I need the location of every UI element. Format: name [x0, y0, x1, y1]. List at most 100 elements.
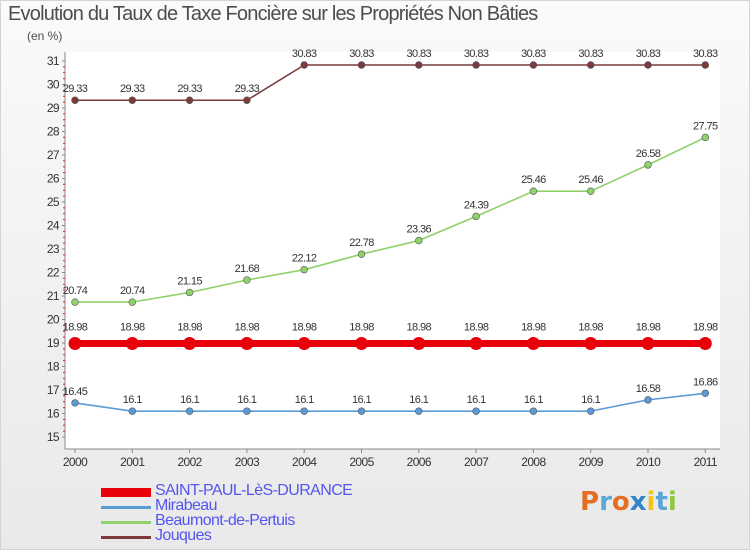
data-point: [529, 187, 538, 195]
data-label: 18.98: [349, 321, 374, 333]
data-point: [698, 336, 712, 350]
series-line: [75, 136, 706, 303]
x-tick-label: 2009: [579, 455, 604, 469]
data-point: [701, 133, 709, 142]
data-label: 18.98: [292, 321, 317, 333]
data-point: [128, 407, 137, 415]
data-label: 18.98: [636, 321, 661, 333]
data-point: [641, 336, 655, 350]
data-point: [529, 61, 538, 69]
data-point: [701, 389, 709, 397]
data-label: 16.1: [524, 394, 543, 406]
data-point: [185, 288, 194, 297]
x-tick-label: 2004: [292, 455, 317, 469]
legend-swatch: [101, 506, 151, 509]
data-label: 21.68: [235, 263, 260, 275]
data-point: [240, 336, 254, 350]
y-tick-label: 20: [47, 313, 60, 327]
data-label: 16.1: [581, 394, 600, 406]
legend-item-mirabeau: Mirabeau: [101, 497, 421, 514]
x-tick-label: 2007: [464, 455, 489, 469]
data-point: [300, 407, 308, 415]
y-tick-label: 31: [47, 54, 60, 68]
y-tick-label: 27: [47, 148, 60, 162]
data-label: 25.46: [521, 174, 546, 186]
logo-letter: t: [655, 487, 668, 517]
data-point: [357, 407, 366, 415]
x-tick-label: 2006: [407, 455, 432, 469]
y-tick-label: 16: [47, 407, 60, 421]
data-label: 16.1: [180, 394, 199, 406]
chart-subtitle: (en %): [27, 29, 63, 43]
data-label: 30.83: [636, 48, 661, 60]
data-point: [68, 336, 82, 350]
data-point: [472, 407, 480, 415]
data-point: [644, 396, 652, 404]
data-label: 24.39: [464, 199, 489, 211]
data-label: 18.98: [63, 321, 88, 333]
data-point: [125, 336, 139, 350]
legend-label: Jouques: [155, 527, 212, 544]
data-point: [584, 336, 598, 350]
logo-letter: o: [611, 487, 630, 517]
data-label: 29.33: [63, 83, 88, 95]
legend-item-saint-paul: SAINT-PAUL-LèS-DURANCE: [101, 483, 421, 499]
data-label: 18.98: [693, 321, 718, 333]
y-tick-label: 29: [47, 101, 60, 115]
legend-label: Beaumont-de-Pertuis: [155, 512, 295, 529]
data-point: [297, 336, 311, 350]
data-point: [300, 61, 308, 69]
y-tick-label: 26: [47, 172, 60, 186]
data-point: [183, 336, 197, 350]
data-point: [644, 61, 652, 69]
proxiti-logo: Proxiti: [580, 487, 677, 517]
data-point: [415, 61, 423, 69]
legend-swatch: [101, 536, 151, 539]
data-label: 23.36: [407, 224, 432, 236]
data-point: [357, 61, 366, 69]
chart-title: Evolution du Taux de Taxe Foncière sur l…: [8, 3, 538, 25]
data-point: [357, 250, 366, 258]
data-point: [71, 399, 79, 407]
x-tick-label: 2001: [120, 455, 145, 469]
data-label: 16.1: [237, 394, 256, 406]
data-label: 16.1: [295, 394, 314, 406]
x-tick-label: 2011: [694, 455, 718, 469]
data-label: 18.98: [464, 321, 489, 333]
data-label: 21.15: [177, 275, 202, 287]
logo-letter: i: [646, 487, 656, 517]
data-point: [701, 61, 709, 69]
data-label: 30.83: [407, 48, 432, 60]
legend-swatch: [101, 521, 151, 524]
data-label: 30.83: [292, 48, 317, 60]
logo-letter: i: [667, 487, 677, 517]
logo-letter: P: [580, 487, 600, 517]
data-label: 18.98: [120, 321, 145, 333]
logo-letter: r: [599, 487, 612, 517]
legend-label: Mirabeau: [155, 497, 218, 514]
data-label: 16.86: [693, 376, 718, 388]
data-label: 16.1: [123, 394, 142, 406]
data-label: 16.1: [467, 394, 486, 406]
data-label: 30.83: [693, 48, 718, 60]
data-point: [526, 336, 540, 350]
legend: SAINT-PAUL-LèS-DURANCE Mirabeau Beaumont…: [101, 483, 421, 544]
data-point: [472, 212, 480, 221]
x-tick-label: 2002: [177, 455, 202, 469]
data-point: [128, 298, 137, 306]
data-point: [71, 96, 79, 104]
x-tick-label: 2000: [63, 455, 88, 469]
data-label: 29.33: [177, 83, 202, 95]
data-label: 20.74: [63, 285, 88, 297]
data-point: [472, 61, 480, 69]
data-point: [586, 407, 595, 415]
y-tick-label: 25: [47, 195, 60, 209]
data-point: [355, 336, 368, 350]
data-label: 29.33: [120, 83, 145, 95]
data-label: 26.58: [636, 148, 661, 160]
data-label: 30.83: [464, 48, 489, 60]
data-point: [185, 407, 194, 415]
series-line: [75, 64, 706, 102]
data-label: 16.1: [409, 394, 428, 406]
legend-item-beaumont: Beaumont-de-Pertuis: [101, 512, 421, 529]
